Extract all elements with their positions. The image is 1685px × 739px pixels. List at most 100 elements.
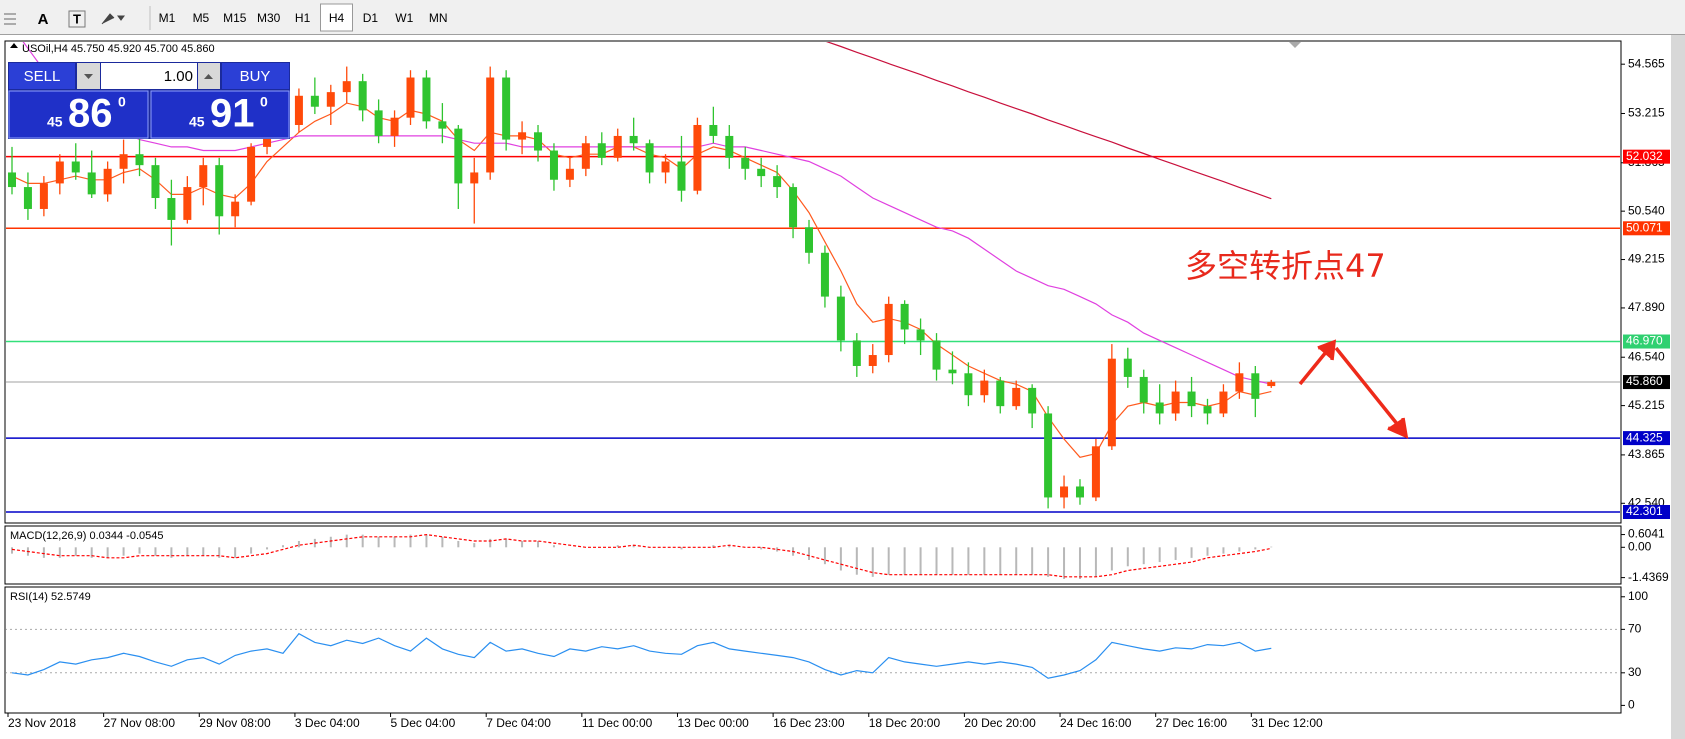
macd-bar [1158,547,1161,563]
candle-body [1012,387,1021,407]
x-tick-label: 18 Dec 20:00 [869,716,941,730]
candle-body [135,154,144,166]
macd-bar [122,547,125,556]
level-label: 52.032 [1626,149,1663,163]
macd-bar [202,547,205,556]
x-tick-label: 13 Dec 00:00 [677,716,749,730]
candle-body [1044,413,1053,498]
macd-bar [1047,547,1050,577]
y-tick-label: 49.215 [1628,252,1665,266]
bid-main[interactable]: 86 [68,92,113,136]
main-title: USOil,H4 45.750 45.920 45.700 45.860 [22,43,215,55]
macd-bar [855,547,858,575]
label-tool-box[interactable] [68,10,86,28]
candle-body [725,135,734,158]
macd-bar [903,547,906,575]
candle-body [581,143,590,169]
timeframe-button[interactable]: H1 [295,11,311,25]
ask-prefix[interactable]: 45 [189,114,205,130]
candle-body [549,150,558,180]
timeframe-button[interactable]: D1 [363,11,379,25]
candle-body [310,95,319,107]
timeframe-button[interactable]: W1 [395,11,413,25]
active-timeframe[interactable] [320,3,353,32]
sell-button[interactable] [9,63,75,89]
macd-bar [138,547,141,554]
y-tick-label: 0.6041 [1628,527,1665,541]
draw-tool[interactable] [101,13,125,25]
candle-body [374,110,383,136]
lots-value[interactable]: 1.00 [164,68,193,85]
sell-label[interactable]: SELL [24,68,61,85]
macd-bar [552,545,555,548]
macd-bar [712,545,715,548]
candle-body [71,161,80,173]
candle-body [1075,486,1084,498]
buy-button[interactable] [222,63,289,89]
bid-prefix[interactable]: 45 [47,114,63,130]
candle-body [1123,358,1132,377]
candle-body [677,161,686,191]
timeframe-button[interactable]: M1 [159,11,176,25]
macd-bar [473,543,476,548]
rsi-title: RSI(14) 52.5749 [10,591,91,603]
candle-body [486,77,495,173]
macd-bar [377,536,380,548]
timeframe-button[interactable]: M30 [257,11,281,25]
candle-body [836,296,845,341]
macd-bar [361,534,364,548]
macd-bar [266,547,269,550]
macd-bar [106,547,109,558]
side-strip [1671,35,1685,739]
macd-bar [1222,547,1225,554]
macd-bar [58,547,61,558]
lots-input[interactable] [101,63,197,89]
candle-body [565,168,574,180]
candle-body [629,135,638,144]
macd-bar [186,547,189,556]
ask-main[interactable]: 91 [210,92,255,136]
macd-bar [90,547,93,558]
candle-body [518,132,527,140]
candle-body [247,146,256,202]
bid-box[interactable] [8,90,149,139]
macd-bar [680,547,683,550]
ask-suffix[interactable]: 0 [260,94,268,110]
up-arrow [204,74,213,79]
label-tool[interactable]: T [73,11,81,26]
macd-bar [505,538,508,548]
timeframe-button[interactable]: M5 [193,11,210,25]
macd-bar [154,547,157,556]
candle-body [884,303,893,356]
candle-body [693,124,702,191]
macd-bar [808,547,810,560]
candle-body [964,373,973,396]
y-tick-label: 53.215 [1628,106,1665,120]
macd-bar [218,547,221,558]
timeframe-button[interactable]: M15 [223,11,247,25]
y-tick-label: 47.890 [1628,300,1665,314]
candle-body [119,154,128,169]
macd-bar [760,547,763,550]
candle-body [422,77,431,122]
macd-bar [616,545,619,548]
bid-suffix[interactable]: 0 [118,94,126,110]
candle-body [709,124,718,136]
macd-bar [489,538,492,548]
buy-label[interactable]: BUY [240,68,271,85]
ask-box[interactable] [150,90,290,139]
timeframe-button[interactable]: H4 [329,11,345,25]
timeframe-button[interactable]: MN [429,11,448,25]
macd-bar [871,547,874,577]
grid-icon[interactable] [4,13,16,25]
macd-bar [393,536,396,548]
macd-bar [409,534,412,548]
candle-body [470,172,479,184]
level-label-bg [1623,149,1670,164]
text-tool[interactable]: A [38,11,49,28]
macd-bar [441,536,444,548]
level-label-bg [1623,375,1670,390]
x-tick-label: 16 Dec 23:00 [773,716,845,730]
